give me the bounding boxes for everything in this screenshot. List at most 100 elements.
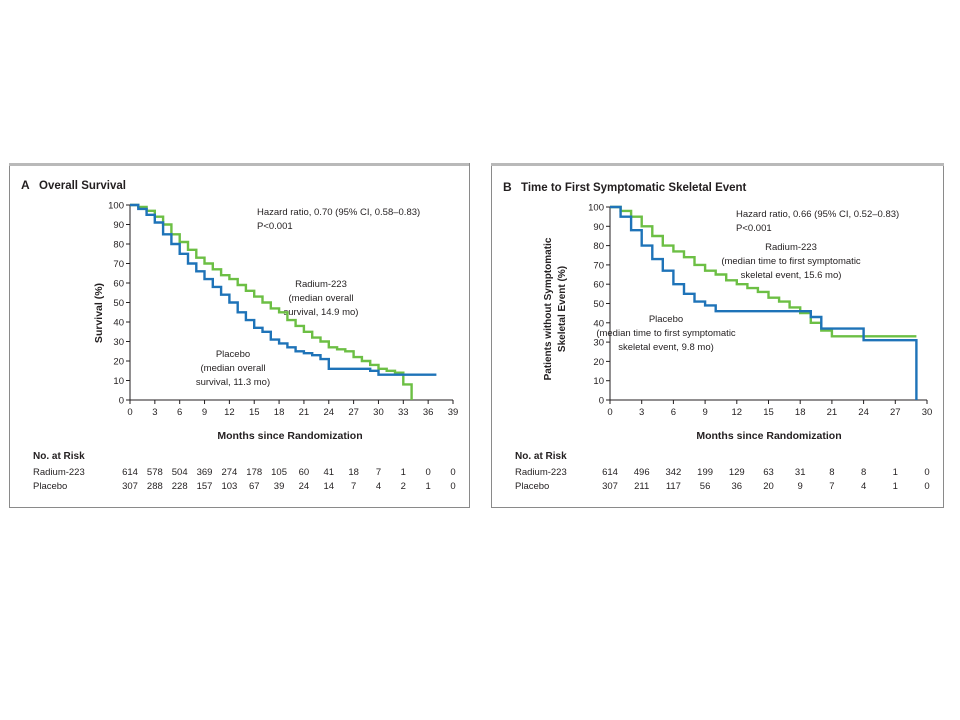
risk-value: 117 <box>666 481 681 492</box>
risk-value: 1 <box>401 467 406 478</box>
x-tick-label: 24 <box>858 407 869 418</box>
curve-radium-223 <box>130 203 413 400</box>
x-tick-label: 3 <box>639 407 644 418</box>
x-tick-label: 15 <box>763 407 774 418</box>
risk-row-label-placebo: Placebo <box>33 481 67 492</box>
y-tick-label: 90 <box>593 222 604 233</box>
risk-table-header: No. at Risk <box>515 451 567 462</box>
x-tick-label: 24 <box>323 407 334 418</box>
y-axis-label-line1: Patients without Symptomatic <box>543 237 554 380</box>
x-tick-label: 30 <box>373 407 384 418</box>
placebo-annotation-line1: Placebo <box>216 349 250 360</box>
panel-skeletal-event: B Time to First Symptomatic Skeletal Eve… <box>491 163 945 508</box>
risk-value: 41 <box>323 467 334 478</box>
radium-annotation-line2: (median overall <box>289 293 354 304</box>
x-tick-label: 36 <box>423 407 434 418</box>
risk-value: 103 <box>221 481 237 492</box>
risk-value: 307 <box>122 481 138 492</box>
x-tick-label: 0 <box>607 407 612 418</box>
radium-annotation-line3: skeletal event, 15.6 mo) <box>741 270 842 281</box>
risk-value: 0 <box>426 467 431 478</box>
risk-value: 14 <box>323 481 334 492</box>
risk-value: 0 <box>450 467 455 478</box>
x-tick-label: 33 <box>398 407 409 418</box>
risk-value: 36 <box>732 481 743 492</box>
risk-value: 20 <box>763 481 774 492</box>
y-axis-label-line2: Skeletal Event (%) <box>557 266 568 352</box>
curve-placebo <box>610 205 918 400</box>
risk-value: 67 <box>249 481 260 492</box>
hazard-ratio-text: Hazard ratio, 0.66 (95% CI, 0.52–0.83) <box>736 209 899 220</box>
y-tick-label: 70 <box>593 260 604 271</box>
panel-letter: B <box>503 180 512 194</box>
risk-row-label-radium: Radium-223 <box>515 467 567 478</box>
risk-value: 18 <box>348 467 359 478</box>
chart-title: Time to First Symptomatic Skeletal Event <box>521 182 747 194</box>
panel-overall-survival: A Overall Survival Survival (%) Months s… <box>9 163 481 508</box>
risk-value: 614 <box>602 467 618 478</box>
y-tick-label: 30 <box>113 337 124 348</box>
risk-value: 496 <box>634 467 650 478</box>
x-tick-label: 9 <box>202 407 207 418</box>
risk-value: 228 <box>172 481 188 492</box>
y-tick-label: 50 <box>113 298 124 309</box>
risk-value: 39 <box>274 481 285 492</box>
risk-value: 578 <box>147 467 163 478</box>
risk-value: 1 <box>426 481 431 492</box>
y-tick-label: 20 <box>593 357 604 368</box>
x-tick-label: 21 <box>827 407 838 418</box>
x-tick-label: 39 <box>448 407 459 418</box>
y-tick-label: 10 <box>113 376 124 387</box>
chart-svg: B Time to First Symptomatic Skeletal Eve… <box>491 163 944 508</box>
curve-placebo <box>130 203 437 376</box>
risk-value: 0 <box>450 481 455 492</box>
y-tick-label: 0 <box>119 396 124 407</box>
risk-value: 7 <box>376 467 381 478</box>
risk-value: 211 <box>634 481 649 492</box>
y-axis-label: Survival (%) <box>93 283 105 343</box>
risk-value: 7 <box>829 481 834 492</box>
risk-value: 56 <box>700 481 711 492</box>
risk-value: 1 <box>893 467 898 478</box>
plot-area: 0 10 20 30 40 50 60 70 80 90 100 0 3 6 9 12 15 18 21 24 27 30 <box>588 203 932 419</box>
risk-value: 157 <box>197 481 213 492</box>
risk-value: 60 <box>299 467 310 478</box>
chart-svg: A Overall Survival Survival (%) Months s… <box>9 163 470 508</box>
risk-value: 24 <box>299 481 310 492</box>
risk-table-values: 614 496 342 199 129 63 31 8 8 1 0 307 211 117 56 36 20 9 7… <box>602 467 930 492</box>
x-tick-label: 18 <box>795 407 806 418</box>
y-tick-label: 50 <box>593 299 604 310</box>
risk-value: 288 <box>147 481 163 492</box>
risk-value: 31 <box>795 467 806 478</box>
radium-annotation-line1: Radium-223 <box>295 279 347 290</box>
x-tick-label: 6 <box>671 407 676 418</box>
risk-value: 614 <box>122 467 138 478</box>
risk-value: 1 <box>893 481 898 492</box>
x-tick-label: 18 <box>274 407 285 418</box>
y-tick-label: 70 <box>113 259 124 270</box>
x-tick-label: 27 <box>348 407 359 418</box>
risk-value: 199 <box>697 467 713 478</box>
y-tick-label: 60 <box>113 279 124 290</box>
risk-value: 4 <box>376 481 381 492</box>
risk-row-label-placebo: Placebo <box>515 481 549 492</box>
x-axis-label: Months since Randomization <box>217 430 362 442</box>
y-tick-label: 40 <box>113 318 124 329</box>
p-value-text: P<0.001 <box>736 223 772 234</box>
risk-value: 63 <box>763 467 774 478</box>
hazard-ratio-text: Hazard ratio, 0.70 (95% CI, 0.58–0.83) <box>257 207 420 218</box>
risk-value: 369 <box>197 467 213 478</box>
risk-value: 0 <box>924 467 929 478</box>
panel-frame <box>9 163 470 508</box>
panel-letter: A <box>21 178 30 192</box>
y-tick-label: 20 <box>113 357 124 368</box>
risk-row-label-radium: Radium-223 <box>33 467 85 478</box>
risk-value: 178 <box>246 467 262 478</box>
y-tick-label: 100 <box>588 203 604 214</box>
y-tick-label: 60 <box>593 280 604 291</box>
placebo-annotation-line3: skeletal event, 9.8 mo) <box>618 342 714 353</box>
x-tick-label: 27 <box>890 407 901 418</box>
panel-top-rule <box>9 163 469 166</box>
radium-annotation-line2: (median time to first symptomatic <box>721 256 861 267</box>
